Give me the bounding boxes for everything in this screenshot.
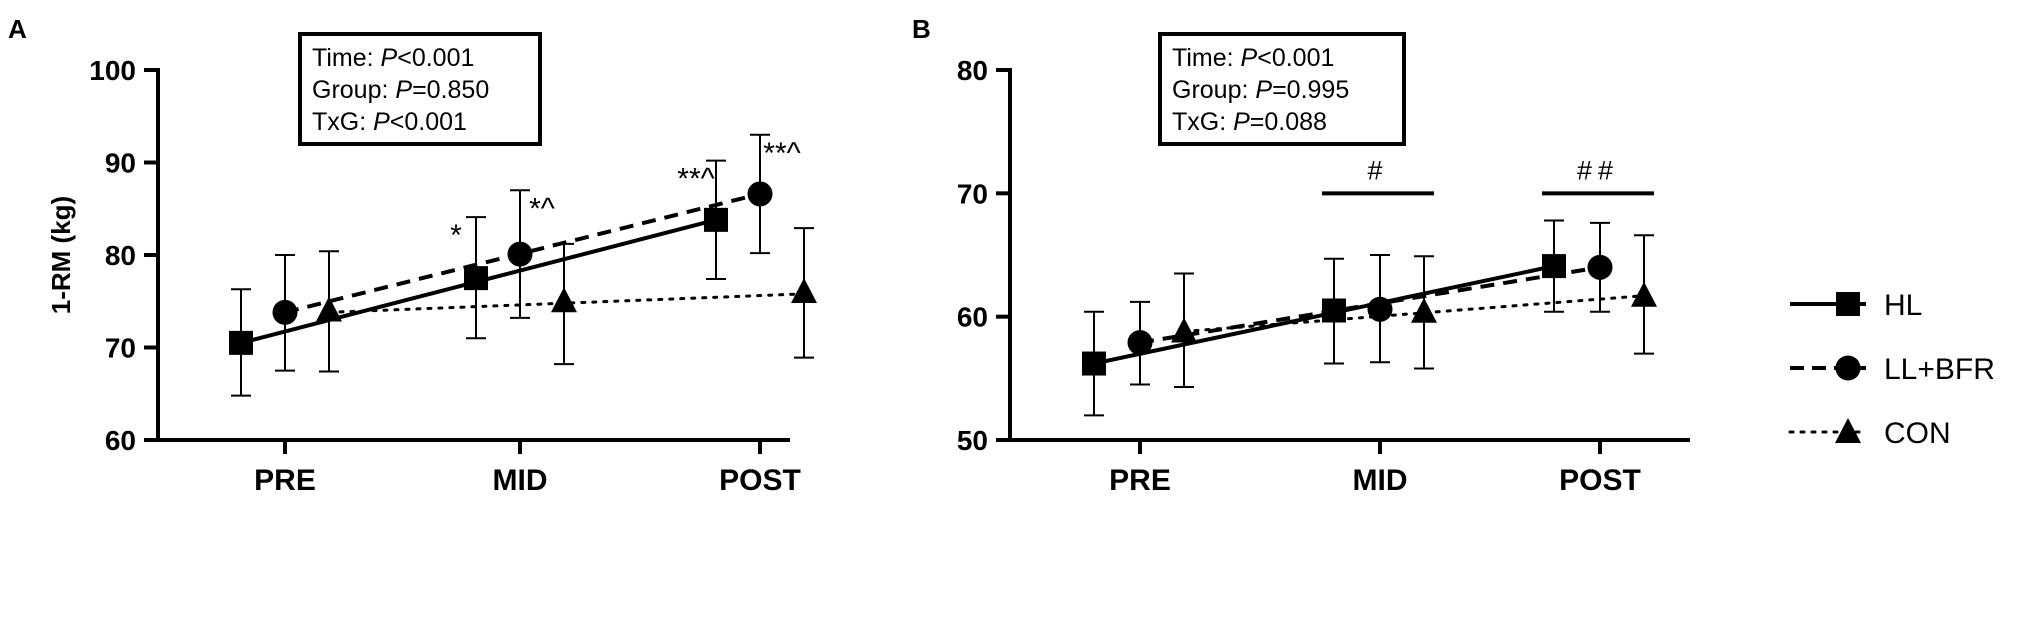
stats-line: Time: P<0.001 [312,44,474,72]
data-point-square [229,330,253,355]
y-tick-label: 70 [105,333,136,364]
data-point-circle [507,241,533,267]
data-point-triangle [316,296,342,322]
significance-mark: * [450,219,462,252]
x-tick-label: PRE [1109,464,1171,497]
legend-marker-square [1836,292,1860,316]
panel-letter: B [912,14,931,44]
y-axis-label: 1-RM (kg) [46,196,76,314]
x-tick-label: MID [1353,464,1408,497]
stats-line: Time: P<0.001 [1172,44,1334,72]
data-point-circle [1587,254,1613,280]
trend-line-llbfr [284,192,761,315]
data-point-square [1542,254,1566,279]
stats-box [298,32,542,146]
data-point-square [464,266,488,291]
significance-label: # [1367,155,1388,185]
data-point-square [704,207,728,232]
legend-label: LL+BFR [1884,353,1995,386]
y-tick-label: 80 [957,55,988,86]
x-tick-label: POST [719,464,801,497]
y-tick-label: 50 [957,425,988,456]
legend-marker-triangle [1835,418,1861,443]
legend-label: CON [1884,417,1951,450]
data-point-triangle [1411,297,1437,323]
chart-panel-a: A 60 70 80 90 100 PRE MID POST 1-RM (kg) Time: P<0… [8,14,817,497]
y-tick-label: 90 [105,148,136,179]
trend-line-con [1182,294,1646,333]
legend-label: HL [1884,289,1922,322]
chart-panel-b: B 50 60 70 80 PRE MID POST Time: P<0.001 Group: P… [912,14,1690,497]
data-point-square [1082,351,1106,376]
x-tick-label: POST [1559,464,1641,497]
trend-line-con [327,292,806,314]
data-point-triangle [791,278,817,303]
panel-letter: A [8,14,27,44]
data-point-square [1322,298,1346,323]
data-point-circle [1367,296,1393,322]
y-tick-label: 70 [957,178,988,209]
y-tick-label: 80 [105,240,136,271]
data-point-circle [272,299,298,325]
data-point-triangle [551,287,577,313]
significance-mark: **^ [763,137,800,170]
stats-line: Group: P=0.995 [1172,76,1349,104]
y-tick-label: 60 [105,425,136,456]
data-point-circle [747,181,773,207]
x-tick-label: PRE [254,464,316,497]
legend: HL LL+BFR CON [1788,289,1995,450]
x-tick-label: MID [493,464,548,497]
data-point-circle [1127,330,1153,356]
significance-mark: *^ [529,192,555,225]
y-tick-label: 100 [89,55,136,86]
stats-line: Group: P=0.850 [312,76,489,104]
stats-line: TxG: P=0.088 [1172,108,1327,136]
significance-mark: **^ [677,163,714,196]
data-point-triangle [1171,317,1197,343]
significance-label: ## [1577,155,1619,185]
y-tick-label: 60 [957,302,988,333]
stats-line: TxG: P<0.001 [312,108,467,136]
stats-box [1158,32,1406,146]
data-point-triangle [1631,281,1657,307]
legend-marker-circle [1835,355,1861,381]
